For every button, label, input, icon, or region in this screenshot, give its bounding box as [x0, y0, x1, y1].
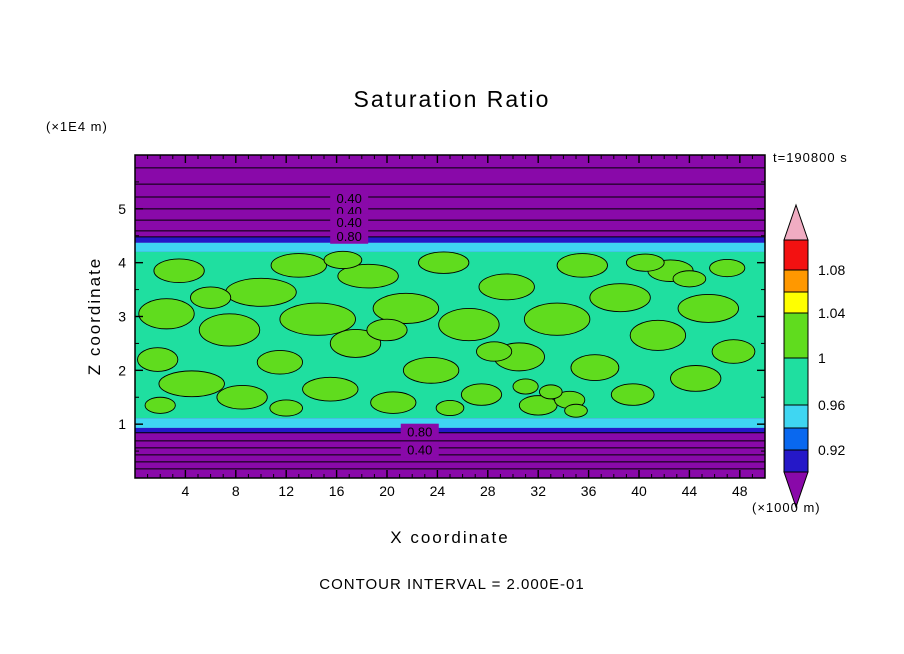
contour-blob [337, 263, 399, 289]
time-label: t=190800 s [773, 150, 848, 165]
contour-blob [366, 318, 408, 342]
x-tick-label: 36 [581, 483, 597, 499]
colorbar-triangle-top [783, 203, 809, 241]
contour-label: 0.80 [337, 229, 362, 244]
colorbar-segment [783, 269, 809, 293]
contour-blob [269, 399, 304, 417]
contour-blob [625, 253, 665, 272]
contour-blob [670, 365, 722, 392]
contour-blob [512, 378, 539, 395]
contour-blob [435, 400, 465, 417]
colorbar-segment [783, 239, 809, 271]
colorbar-label: 1.04 [818, 305, 845, 321]
contour-blob [478, 273, 535, 301]
contour-blob [189, 286, 232, 309]
contour-band [135, 242, 765, 252]
x-tick-label: 40 [631, 483, 647, 499]
colorbar-label: 0.92 [818, 442, 845, 458]
y-axis-unit-label: (×1E4 m) [46, 119, 108, 134]
y-tick-label: 1 [118, 416, 126, 432]
contour-field: 0.400.400.400.800.800.40 [135, 167, 765, 470]
contour-label-mask [400, 423, 439, 440]
colorbar-triangle-bottom [783, 471, 809, 509]
y-tick-label: 2 [118, 362, 126, 378]
contour-blob [270, 253, 327, 278]
contour-blob [418, 251, 470, 274]
x-tick-label: 12 [278, 483, 294, 499]
x-tick-label: 16 [329, 483, 345, 499]
contour-blob [216, 384, 268, 410]
contour-blob [589, 283, 651, 313]
contour-label: 0.80 [407, 425, 432, 440]
contour-blob [302, 376, 359, 402]
contour-band [135, 418, 765, 428]
contour-blob [460, 383, 503, 406]
contour-blob [672, 270, 707, 288]
contour-blob [158, 370, 225, 398]
contour-blob [256, 349, 304, 375]
contour-blob [610, 383, 655, 406]
contour-blob [198, 313, 261, 347]
x-axis-unit-label: (×1000 m) [752, 500, 821, 515]
contour-blob [677, 293, 739, 323]
contour-blob [402, 356, 460, 384]
contour-label-mask [400, 441, 439, 458]
contour-blob [323, 250, 363, 270]
contour-blob [564, 403, 588, 418]
y-tick-label: 4 [118, 255, 126, 271]
colorbar-label: 1.08 [818, 262, 845, 278]
contour-blob [137, 347, 179, 372]
contour-blob [709, 258, 746, 278]
colorbar-segment [783, 291, 809, 314]
contour-blob [329, 328, 382, 358]
x-tick-label: 4 [182, 483, 190, 499]
contour-label: 0.40 [407, 442, 432, 457]
colorbar-label: 1 [818, 350, 826, 366]
colorbar-segment [783, 404, 809, 429]
contour-label: 0.40 [337, 215, 362, 230]
y-axis-title: Z coordinate [85, 256, 104, 376]
contour-blob [570, 354, 620, 382]
contour-interval-label: CONTOUR INTERVAL = 2.000E-01 [319, 576, 585, 593]
x-tick-label: 8 [232, 483, 240, 499]
contour-blob [370, 391, 417, 414]
contour-blob [138, 298, 195, 330]
x-axis-title: X coordinate [390, 528, 510, 547]
x-tick-label: 28 [480, 483, 496, 499]
contour-blob [476, 341, 513, 362]
x-tick-label: 44 [682, 483, 698, 499]
contour-band [135, 236, 765, 243]
x-tick-label: 24 [430, 483, 446, 499]
contour-blob [556, 253, 608, 278]
contour-blob [372, 292, 440, 324]
colorbar-segment [783, 312, 809, 359]
contour-label-mask [330, 213, 369, 230]
contour-label-mask [330, 227, 369, 244]
x-tick-label: 32 [530, 483, 546, 499]
colorbar-segment [783, 449, 809, 473]
contour-label-mask [330, 190, 369, 207]
contour-blob [438, 307, 500, 342]
contour-blob [153, 258, 205, 284]
contour-blob [539, 384, 563, 400]
plot-title: Saturation Ratio [353, 86, 551, 112]
colorbar-segment [783, 427, 809, 451]
contour-blob [629, 319, 687, 351]
x-tick-label: 20 [379, 483, 395, 499]
x-tick-label: 48 [732, 483, 748, 499]
contour-blob [711, 339, 756, 364]
y-tick-label: 3 [118, 309, 126, 325]
contour-blob [279, 302, 356, 336]
colorbar-segment [783, 357, 809, 406]
contour-band [135, 427, 765, 433]
contour-label: 0.40 [337, 191, 362, 206]
contour-blob [144, 396, 176, 414]
contour-blob [225, 277, 297, 307]
contour-blob [518, 395, 558, 416]
colorbar-label: 0.96 [818, 397, 845, 413]
y-tick-label: 5 [118, 201, 126, 217]
contour-blob [523, 302, 591, 336]
